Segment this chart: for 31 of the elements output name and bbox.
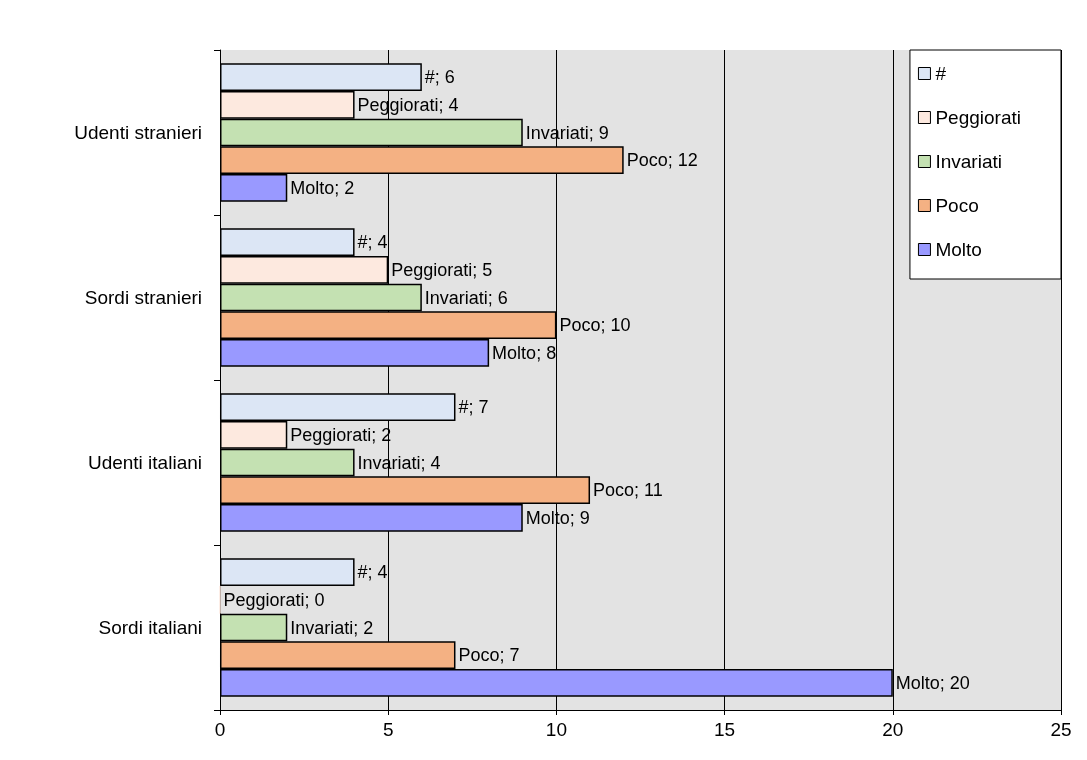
- x-tick-label: 0: [214, 719, 226, 740]
- data-label: Poco; 11: [593, 480, 663, 501]
- y-tick-label: Udenti stranieri: [74, 122, 202, 143]
- x-tick-label: 15: [714, 719, 736, 740]
- data-label: Molto; 2: [290, 177, 355, 198]
- x-tick-label: 25: [1050, 719, 1072, 740]
- x-tick-label: 5: [382, 719, 394, 740]
- x-tick-label: 10: [545, 719, 567, 740]
- x-tick-label: 20: [882, 719, 904, 740]
- data-label: #; 4: [357, 562, 388, 583]
- data-label: Molto; 8: [492, 342, 557, 363]
- legend-label: #: [935, 63, 947, 84]
- data-label: Peggiorati; 0: [223, 589, 325, 610]
- legend-label: Invariati: [935, 151, 1002, 172]
- data-label: #; 4: [357, 232, 388, 253]
- data-label: Invariati; 6: [424, 287, 508, 308]
- data-label: Poco; 10: [559, 315, 631, 336]
- data-label: Invariati; 2: [290, 617, 374, 638]
- legend-label: Molto: [935, 239, 982, 260]
- y-tick-label: Udenti italiani: [87, 452, 202, 473]
- data-label: #; 6: [424, 67, 455, 88]
- data-label: #; 7: [458, 397, 489, 418]
- data-label: Poco; 12: [626, 150, 698, 171]
- y-tick-label: Sordi stranieri: [84, 287, 202, 308]
- bar: [220, 558, 355, 586]
- y-tick-label: Sordi italiani: [98, 617, 202, 638]
- data-label: Poco; 7: [458, 645, 520, 666]
- legend-label: Peggiorati: [935, 107, 1022, 128]
- data-label: Molto; 20: [895, 672, 970, 693]
- data-label: Peggiorati; 5: [391, 259, 493, 280]
- legend-label: Poco: [935, 195, 979, 216]
